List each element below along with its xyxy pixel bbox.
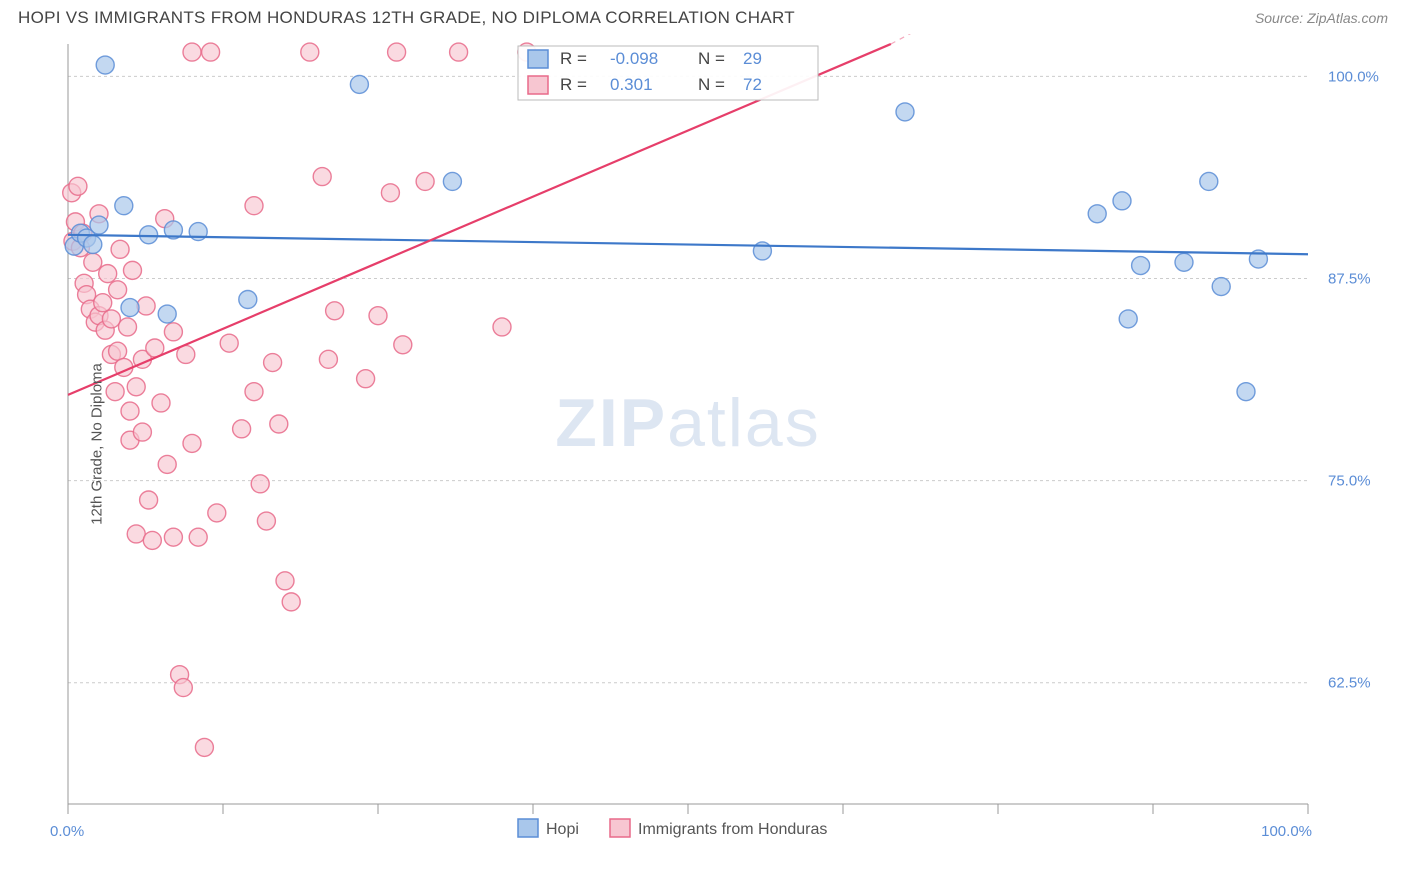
- source-label: Source: ZipAtlas.com: [1255, 10, 1388, 26]
- chart-header: HOPI VS IMMIGRANTS FROM HONDURAS 12TH GR…: [0, 0, 1406, 34]
- svg-text:72: 72: [743, 75, 762, 94]
- svg-text:100.0%: 100.0%: [1261, 823, 1312, 840]
- svg-text:R =: R =: [560, 49, 587, 68]
- svg-text:0.301: 0.301: [610, 75, 653, 94]
- svg-text:R =: R =: [560, 75, 587, 94]
- svg-text:ZIPatlas: ZIPatlas: [555, 385, 820, 461]
- chart-container: 12th Grade, No Diploma 62.5% 75.0% 87.5% 10…: [18, 34, 1388, 854]
- chart-title: HOPI VS IMMIGRANTS FROM HONDURAS 12TH GR…: [18, 8, 795, 28]
- y-axis-label: 12th Grade, No Diploma: [88, 363, 105, 525]
- svg-text:0.0%: 0.0%: [50, 823, 84, 840]
- svg-text:87.5%: 87.5%: [1328, 270, 1371, 287]
- scatter-chart: 62.5% 75.0% 87.5% 100.0% 0.0% 100.0% ZIPatlas R…: [18, 34, 1388, 854]
- svg-text:29: 29: [743, 49, 762, 68]
- svg-text:N =: N =: [698, 49, 725, 68]
- svg-text:62.5%: 62.5%: [1328, 675, 1371, 692]
- svg-text:N =: N =: [698, 75, 725, 94]
- svg-text:100.0%: 100.0%: [1328, 68, 1379, 85]
- svg-text:75.0%: 75.0%: [1328, 473, 1371, 490]
- svg-text:Hopi: Hopi: [546, 821, 579, 838]
- svg-text:Immigrants from Honduras: Immigrants from Honduras: [638, 821, 827, 838]
- svg-text:-0.098: -0.098: [610, 49, 658, 68]
